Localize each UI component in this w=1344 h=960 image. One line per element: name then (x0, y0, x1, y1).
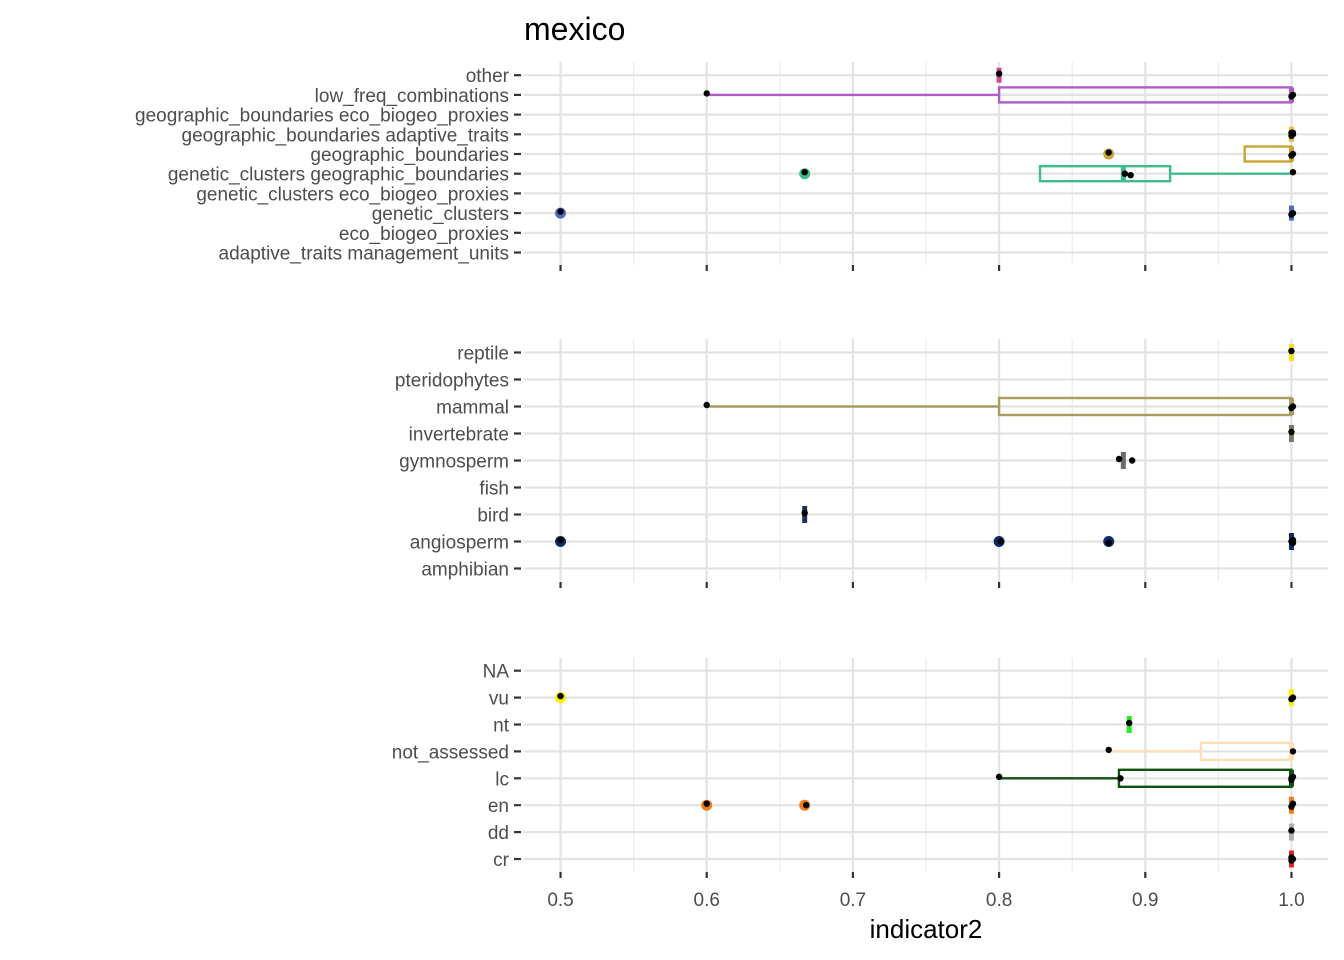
y-tick-label: genetic_clusters (372, 204, 509, 225)
data-point (1288, 827, 1295, 834)
data-point (1289, 800, 1297, 807)
box-mammal (703, 396, 1297, 417)
y-tick-label: geographic_boundaries adaptive_traits (182, 125, 509, 146)
data-point (1289, 539, 1297, 547)
box-bird (801, 506, 808, 523)
y-tick-label: mammal (436, 398, 509, 419)
data-point (1105, 539, 1112, 547)
chart-title: mexico (524, 11, 625, 47)
y-tick-label: other (466, 66, 510, 87)
data-point (703, 800, 710, 807)
data-point (801, 169, 808, 176)
y-tick-label: pteridophytes (395, 371, 509, 392)
y-tick-label: geographic_boundaries eco_biogeo_proxies (135, 106, 509, 127)
data-point (1117, 775, 1124, 782)
y-tick-label: gymnosperm (399, 452, 509, 473)
data-point (801, 509, 808, 517)
box-invertebrate (1288, 425, 1295, 442)
y-tick-label: fish (479, 479, 509, 500)
y-tick-label: reptile (457, 344, 509, 365)
panel-3: cr dd en lc not_assessed nt vu NA (392, 658, 1328, 878)
data-point (1288, 404, 1295, 412)
data-point (1288, 428, 1295, 436)
x-tick-label: 0.5 (547, 890, 573, 911)
data-point (1121, 170, 1129, 177)
data-point (1125, 719, 1133, 727)
y-tick-label: low_freq_combinations (315, 86, 509, 107)
box-lc (995, 768, 1297, 788)
box-low_freq_combinations (703, 86, 1297, 104)
box-genetic_clusters-geographic_boundaries (799, 164, 1297, 183)
y-tick-label: amphibian (421, 560, 509, 581)
box-dd (1288, 823, 1295, 841)
box-cr (1288, 850, 1297, 868)
x-tick-label: 0.9 (1132, 890, 1158, 911)
y-tick-label: lc (495, 769, 509, 790)
box-en (701, 796, 1297, 814)
y-tick-label: geographic_boundaries (310, 145, 509, 166)
y-tick-label: bird (477, 506, 509, 527)
data-point (557, 692, 564, 700)
y-tick-label: nt (493, 716, 510, 737)
data-point (1289, 169, 1297, 176)
data-point (802, 802, 810, 809)
data-point (703, 401, 710, 409)
data-point (995, 773, 1003, 780)
y-tick-label: invertebrate (409, 425, 509, 446)
y-tick-label: genetic_clusters geographic_boundaries (168, 165, 509, 186)
data-point (1288, 152, 1295, 159)
data-point (1289, 129, 1297, 136)
box-geographic_boundaries-adaptive_traits (1288, 126, 1297, 142)
data-point (1288, 347, 1295, 355)
data-point (1128, 457, 1136, 464)
box-not_assessed (1105, 741, 1297, 762)
y-tick-label: NA (483, 662, 510, 683)
y-tick-label: en (488, 796, 509, 817)
y-tick-label: not_assessed (392, 742, 509, 763)
box-angiosperm (555, 533, 1297, 550)
data-point (995, 70, 1003, 77)
x-axis-title: indicator2 (870, 914, 983, 944)
data-point (1288, 775, 1295, 782)
panel-2: amphibian angiosperm bird fish gymnosperm inv… (395, 339, 1328, 588)
data-point (1288, 857, 1295, 864)
y-tick-label: cr (493, 850, 510, 871)
data-point (1288, 211, 1295, 218)
x-tick-label: 1.0 (1278, 890, 1304, 911)
box-geographic_boundaries (1103, 145, 1297, 163)
y-tick-label: angiosperm (410, 533, 509, 554)
x-tick-label: 0.6 (694, 890, 720, 911)
box-rect (1038, 164, 1172, 183)
y-tick-label: vu (489, 689, 509, 710)
data-point (1289, 748, 1297, 755)
data-point (997, 538, 1004, 545)
box-reptile (1288, 344, 1295, 361)
y-tick-label: eco_biogeo_proxies (339, 224, 509, 245)
data-point (703, 90, 710, 97)
data-point (557, 536, 564, 544)
data-point (1288, 695, 1295, 703)
data-point (557, 208, 564, 215)
x-tick-label: 0.8 (986, 890, 1012, 911)
box-nt (1125, 716, 1133, 733)
x-axis: 0.5 0.6 0.7 0.8 0.9 1.0 (547, 890, 1304, 911)
panels: adaptive_traits management_unitseco_biog… (135, 62, 1328, 878)
box-gymnosperm (1115, 452, 1136, 469)
data-point (1115, 455, 1123, 463)
box-genetic_clusters (555, 205, 1297, 221)
x-tick-label: 0.7 (840, 890, 866, 911)
data-point (1105, 149, 1112, 156)
data-point (1127, 172, 1134, 179)
box-other (995, 67, 1003, 83)
box-vu (555, 689, 1297, 707)
y-tick-label: dd (488, 823, 509, 844)
data-point (1288, 93, 1295, 100)
data-point (1105, 746, 1112, 754)
y-tick-label: genetic_clusters eco_biogeo_proxies (196, 184, 509, 205)
y-tick-label: adaptive_traits management_units (219, 244, 509, 265)
panel-1: adaptive_traits management_unitseco_biog… (135, 62, 1328, 271)
